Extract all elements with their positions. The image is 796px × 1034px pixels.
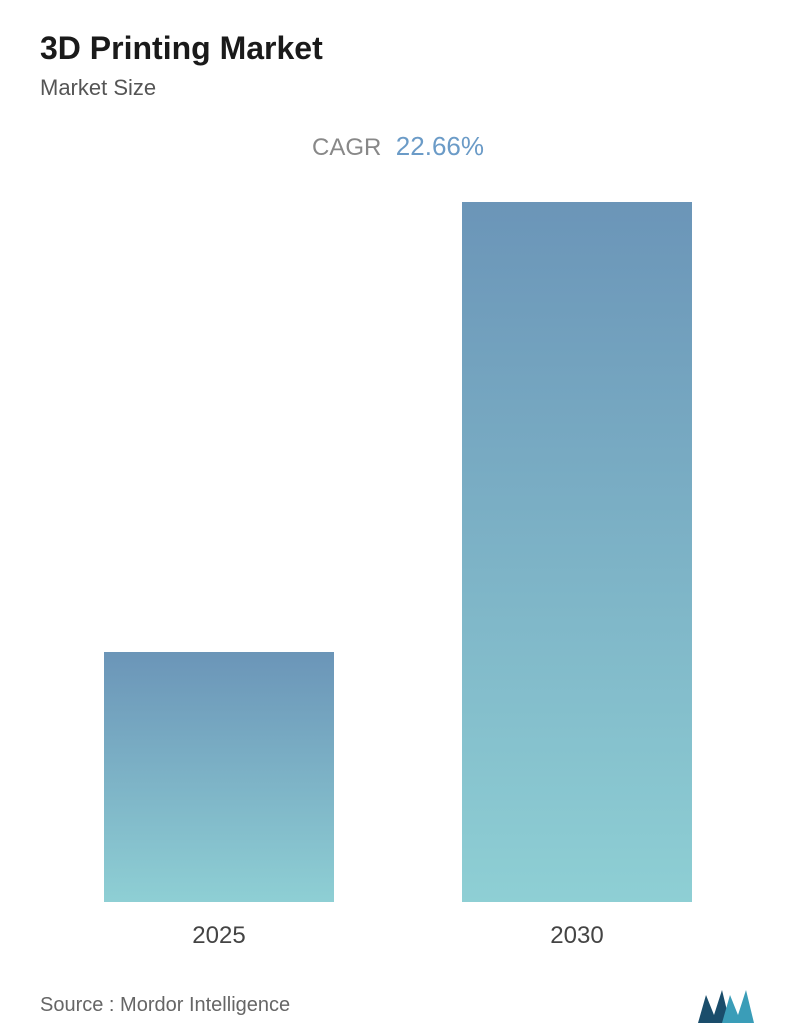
mordor-logo-icon <box>696 985 756 1025</box>
bar-2030 <box>462 202 692 902</box>
bar-group-2030: 2030 <box>438 202 716 950</box>
footer: Source : Mordor Intelligence <box>40 970 756 1025</box>
bar-2025 <box>104 652 334 902</box>
source-text: Source : Mordor Intelligence <box>40 994 290 1017</box>
chart-container: 3D Printing Market Market Size CAGR 22.6… <box>0 0 796 1034</box>
cagr-row: CAGR 22.66% <box>40 131 756 162</box>
chart-subtitle: Market Size <box>40 75 756 101</box>
bar-label-2025: 2025 <box>192 922 245 950</box>
chart-title: 3D Printing Market <box>40 30 756 67</box>
bar-label-2030: 2030 <box>550 922 603 950</box>
chart-area: 2025 2030 <box>40 202 756 970</box>
bar-group-2025: 2025 <box>80 652 358 950</box>
cagr-label: CAGR <box>312 134 381 161</box>
cagr-value: 22.66% <box>396 131 484 161</box>
